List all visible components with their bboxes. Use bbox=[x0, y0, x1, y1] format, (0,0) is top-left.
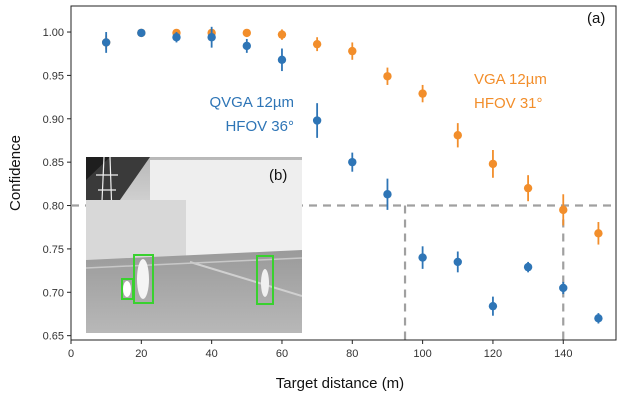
data-point bbox=[101, 38, 111, 47]
qvga-label-line2: HFOV 36° bbox=[225, 118, 294, 135]
x-tick-label: 120 bbox=[484, 348, 502, 360]
x-tick-label: 100 bbox=[413, 348, 431, 360]
data-point bbox=[594, 229, 603, 238]
y-axis-title: Confidence bbox=[7, 135, 24, 211]
data-point bbox=[312, 39, 322, 49]
y-tick-label: 0.95 bbox=[43, 70, 64, 82]
data-point bbox=[594, 314, 603, 323]
data-point bbox=[453, 257, 462, 267]
series-qvga bbox=[101, 26, 603, 324]
data-point bbox=[137, 28, 146, 38]
y-tick-label: 1.00 bbox=[43, 27, 64, 39]
y-tick-label: 0.75 bbox=[43, 244, 64, 256]
data-point bbox=[242, 41, 252, 51]
x-tick-label: 60 bbox=[276, 348, 288, 360]
data-series bbox=[101, 26, 603, 324]
data-point bbox=[418, 89, 427, 98]
x-tick-label: 0 bbox=[68, 348, 74, 360]
thermal-inset-image bbox=[86, 157, 302, 333]
data-point bbox=[559, 205, 568, 215]
y-tick-label: 0.90 bbox=[43, 114, 64, 126]
vga-label-line2: HFOV 31° bbox=[474, 95, 543, 112]
detection-box bbox=[133, 254, 154, 304]
data-point bbox=[207, 33, 216, 42]
data-point bbox=[277, 30, 287, 39]
data-point bbox=[277, 55, 287, 64]
data-point bbox=[523, 262, 533, 272]
data-point bbox=[383, 190, 392, 199]
data-point bbox=[348, 46, 357, 56]
x-tick-label: 140 bbox=[554, 348, 572, 360]
x-axis-ticks: 0 20 40 60 80 100 120 140 bbox=[68, 340, 572, 360]
vga-label-line1: VGA 12µm bbox=[474, 71, 547, 88]
data-point bbox=[242, 28, 252, 38]
y-tick-label: 0.65 bbox=[43, 331, 64, 343]
data-point bbox=[523, 183, 533, 193]
panel-label-a: (a) bbox=[587, 10, 605, 27]
qvga-label-line1: QVGA 12µm bbox=[209, 94, 294, 111]
detection-box bbox=[256, 255, 274, 305]
data-point bbox=[488, 301, 498, 311]
data-point bbox=[453, 131, 462, 140]
panel-label-b: (b) bbox=[269, 167, 287, 184]
plot-frame bbox=[70, 5, 617, 341]
data-point bbox=[488, 159, 498, 169]
y-axis-ticks: 0.65 0.70 0.75 0.80 0.85 0.90 0.95 1.00 bbox=[43, 27, 71, 343]
data-point bbox=[383, 72, 392, 81]
x-tick-label: 40 bbox=[206, 348, 218, 360]
x-tick-label: 80 bbox=[346, 348, 358, 360]
data-point bbox=[559, 283, 568, 293]
data-point bbox=[312, 116, 322, 125]
data-point bbox=[172, 33, 181, 42]
y-tick-label: 0.85 bbox=[43, 157, 64, 169]
y-tick-label: 0.70 bbox=[43, 287, 64, 299]
x-axis-title: Target distance (m) bbox=[276, 375, 404, 392]
x-tick-label: 20 bbox=[135, 348, 147, 360]
y-tick-label: 0.80 bbox=[43, 201, 64, 213]
data-point bbox=[348, 157, 357, 167]
data-point bbox=[418, 253, 427, 262]
